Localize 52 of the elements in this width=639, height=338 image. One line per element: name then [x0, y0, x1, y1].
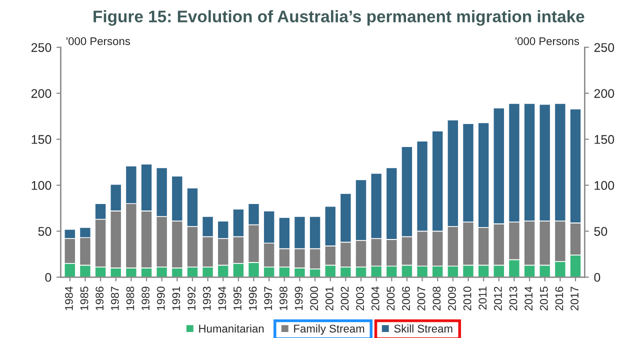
- x-tick-label: 2000: [310, 286, 318, 310]
- y-tick-label: 0: [45, 272, 52, 282]
- x-tick-label: 2006: [402, 286, 410, 310]
- x-tick-label: 1993: [202, 286, 211, 310]
- x-tick-label: 1997: [264, 286, 272, 310]
- y-tick-label: 100: [32, 181, 52, 190]
- x-tick-label: 2002: [340, 286, 349, 310]
- x-tick-label: 2015: [540, 286, 548, 310]
- y2-tick-label: 100: [594, 181, 614, 190]
- y-tick-label: 250: [31, 43, 52, 52]
- x-tick-label: 2014: [524, 286, 533, 310]
- legend-label: Humanitarian: [199, 324, 264, 333]
- x-tick-label: 1999: [294, 286, 303, 310]
- y2-tick-label: 0: [594, 272, 600, 282]
- x-tick-label: 1986: [96, 286, 104, 310]
- x-tick-label: 2012: [494, 286, 502, 310]
- x-tick-label: 1985: [80, 286, 88, 310]
- x-tick-label: 2007: [417, 286, 426, 310]
- x-tick-label: 1987: [110, 286, 119, 310]
- x-tick-label: 2005: [386, 286, 395, 310]
- x-tick-label: 2004: [371, 286, 380, 310]
- x-tick-label: 1992: [188, 286, 196, 310]
- x-tick-label: 1996: [248, 286, 257, 310]
- y2-tick-label: 250: [594, 43, 614, 52]
- y-axis-title: '000 Persons: [66, 37, 130, 46]
- y-tick-label: 150: [32, 135, 52, 144]
- x-tick-label: 1989: [142, 286, 150, 310]
- x-tick-label: 1984: [65, 286, 73, 310]
- x-tick-label: 1991: [172, 286, 180, 310]
- x-tick-label: 1990: [156, 286, 165, 310]
- x-tick-label: 1998: [280, 286, 288, 310]
- y-tick-label: 50: [38, 226, 52, 236]
- x-tick-label: 2017: [570, 286, 578, 310]
- y-tick-label: 200: [31, 89, 52, 98]
- chart-title: Figure 15: Evolution of Australia’s permanent migration intake: [94, 10, 584, 26]
- x-tick-label: 2011: [478, 286, 487, 310]
- y2-tick-label: 200: [594, 89, 614, 98]
- x-tick-label: 1988: [126, 286, 134, 310]
- x-tick-label: 2013: [509, 286, 518, 310]
- x-tick-label: 1994: [218, 286, 226, 310]
- x-tick-label: 2010: [463, 286, 472, 310]
- x-tick-label: 2003: [356, 286, 364, 310]
- x-tick-label: 2001: [325, 286, 334, 310]
- x-tick-label: 2008: [432, 286, 441, 310]
- y2-axis-title: '000 Persons: [516, 37, 580, 46]
- legend-label: Skill Stream: [394, 324, 452, 333]
- x-tick-label: 2009: [448, 286, 456, 310]
- y2-tick-label: 50: [594, 226, 608, 236]
- x-tick-label: 1995: [234, 286, 242, 310]
- legend-label: Family Stream: [294, 324, 364, 335]
- x-tick-label: 2016: [555, 286, 564, 310]
- y2-tick-label: 150: [594, 135, 614, 144]
